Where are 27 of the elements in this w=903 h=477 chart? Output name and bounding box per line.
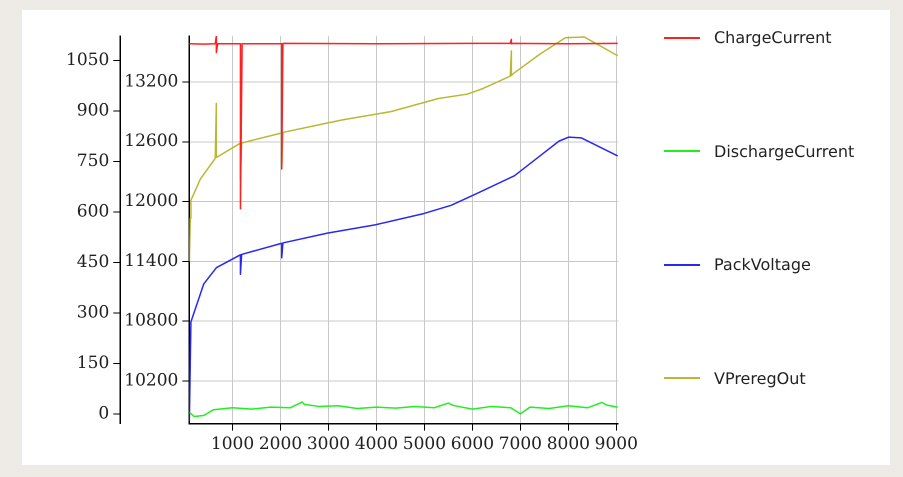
y-tick-label: 750 xyxy=(76,150,110,171)
legend-label: DischargeCurrent xyxy=(714,142,854,161)
y-tick-label: 0 xyxy=(98,403,110,424)
x-tick-label: 7000 xyxy=(498,434,542,454)
legend-label: VPreregOut xyxy=(714,368,806,388)
legend-label: PackVoltage xyxy=(714,255,811,274)
y2-tick-label: 10800 xyxy=(124,310,178,331)
y2-tick-label: 11400 xyxy=(124,250,178,271)
y2-tick-label: 13200 xyxy=(124,71,178,92)
y-tick-label: 300 xyxy=(76,302,110,322)
y2-tick-label: 10200 xyxy=(124,370,178,390)
x-tick-label: 6000 xyxy=(450,434,494,454)
x-tick-label: 1000 xyxy=(210,434,254,454)
y2-tick-label: 12600 xyxy=(124,131,178,152)
y-tick-label: 600 xyxy=(76,201,110,222)
y-tick-label: 1050 xyxy=(66,50,110,70)
x-tick-label: 8000 xyxy=(546,434,590,454)
x-tick-label: 3000 xyxy=(306,434,350,454)
x-tick-label: 2000 xyxy=(258,434,302,454)
x-tick-label: 4000 xyxy=(354,434,398,454)
x-tick-label: 9000 xyxy=(594,434,638,454)
y-tick-label: 150 xyxy=(76,352,110,373)
legend-label: ChargeCurrent xyxy=(714,28,832,47)
y-tick-label: 900 xyxy=(76,100,110,120)
y2-tick-label: 12000 xyxy=(124,191,178,212)
y-tick-label: 450 xyxy=(76,252,110,272)
x-tick-label: 5000 xyxy=(402,434,446,454)
